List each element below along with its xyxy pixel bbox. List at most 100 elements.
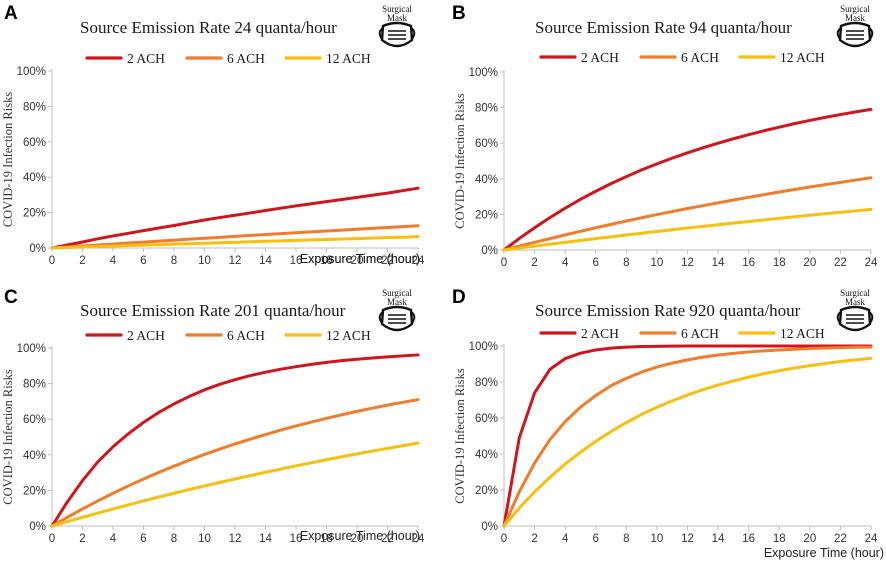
y-axis-label: COVID-19 Infection Risks <box>453 368 467 504</box>
mask-label-line1: Surgical <box>382 288 412 298</box>
series-line-6-ach <box>502 345 873 528</box>
y-tick-label: 80% <box>475 103 498 115</box>
legend-label: 12 ACH <box>326 51 371 66</box>
x-tick-label: 22 <box>834 257 847 269</box>
y-tick-label: 60% <box>475 138 498 150</box>
x-tick-label: 16 <box>742 533 755 545</box>
chart-title: Source Emission Rate 201 quanta/hour <box>80 301 346 320</box>
x-tick-label: 8 <box>171 255 177 267</box>
x-tick-label: 24 <box>865 533 878 545</box>
y-axis-label: COVID-19 Infection Risks <box>1 92 15 228</box>
x-tick-label: 10 <box>651 257 664 269</box>
x-tick-label: 18 <box>773 257 786 269</box>
series-line-6-ach <box>502 176 873 252</box>
mask-ear-loops <box>378 311 416 324</box>
x-axis-label: Exposure Time (hour) <box>300 252 420 266</box>
chart-title: Source Emission Rate 94 quanta/hour <box>535 18 792 37</box>
x-tick-label: 16 <box>742 257 755 269</box>
x-tick-label: 20 <box>351 533 364 545</box>
x-tick-label: 16 <box>290 533 303 545</box>
chart-panel-C: C Source Emission Rate 201 quanta/hour 2 A… <box>1 287 425 545</box>
x-tick-label: 2 <box>79 255 85 267</box>
y-axis-label: COVID-19 Infection Risks <box>453 93 467 229</box>
x-tick-label: 2 <box>531 257 537 269</box>
y-tick-label: 80% <box>23 101 46 113</box>
legend-label: 12 ACH <box>780 50 825 65</box>
y-tick-label: 60% <box>23 137 46 149</box>
series-line-2-ach <box>502 107 873 252</box>
x-tick-label: 10 <box>198 533 211 545</box>
y-tick-label: 40% <box>475 449 498 461</box>
y-tick-label: 40% <box>475 174 498 186</box>
x-axis-label: Exposure Time (hour) <box>300 252 420 266</box>
x-tick-label: 12 <box>681 533 694 545</box>
y-tick-label: 100% <box>469 341 498 353</box>
mask-ear-loops <box>836 27 874 40</box>
x-tick-label: 12 <box>229 533 242 545</box>
x-tick-label: 0 <box>49 533 55 545</box>
series-line-2-ach <box>50 353 420 528</box>
x-tick-label: 10 <box>198 255 211 267</box>
x-tick-label: 18 <box>320 255 333 267</box>
chart-panel-D: D Source Emission Rate 920 quanta/hour 2 A… <box>452 287 884 560</box>
x-tick-label: 14 <box>259 533 272 545</box>
x-tick-label: 14 <box>712 257 725 269</box>
y-tick-label: 0% <box>29 521 46 533</box>
y-tick-label: 60% <box>475 413 498 425</box>
x-tick-label: 20 <box>803 257 816 269</box>
series-line-12-ach <box>50 441 420 528</box>
panel-letter: C <box>4 287 18 308</box>
chart-title: Source Emission Rate 24 quanta/hour <box>80 18 337 37</box>
mask-label-line2: Mask <box>845 297 865 307</box>
legend-label: 2 ACH <box>127 51 165 66</box>
mask-ear-loops <box>836 311 874 324</box>
y-tick-label: 40% <box>23 450 46 462</box>
series-line-12-ach <box>50 235 420 250</box>
x-tick-label: 14 <box>712 533 725 545</box>
x-axis-label: Exposure Time (hour) <box>764 546 884 560</box>
x-tick-label: 24 <box>412 533 425 545</box>
legend-label: 6 ACH <box>227 328 265 343</box>
series-line-2-ach <box>50 186 420 250</box>
x-tick-label: 8 <box>171 533 177 545</box>
legend-label: 2 ACH <box>581 50 619 65</box>
x-tick-label: 6 <box>593 533 599 545</box>
panel-letter: A <box>4 3 18 24</box>
x-tick-label: 18 <box>773 533 786 545</box>
x-tick-label: 22 <box>834 533 847 545</box>
y-tick-label: 60% <box>23 414 46 426</box>
y-tick-label: 20% <box>475 485 498 497</box>
x-axis-label: Exposure Time (hour) <box>300 529 420 543</box>
legend-label: 12 ACH <box>326 328 371 343</box>
y-tick-label: 0% <box>481 521 498 533</box>
x-tick-label: 24 <box>412 255 425 267</box>
x-tick-label: 0 <box>49 255 55 267</box>
x-tick-label: 4 <box>562 257 569 269</box>
y-tick-label: 100% <box>469 67 498 79</box>
panel-letter: B <box>452 3 466 24</box>
legend-label: 6 ACH <box>227 51 265 66</box>
x-tick-label: 12 <box>229 255 242 267</box>
x-tick-label: 22 <box>381 255 394 267</box>
x-tick-label: 6 <box>593 257 599 269</box>
x-tick-label: 22 <box>381 533 394 545</box>
x-tick-label: 6 <box>140 255 146 267</box>
y-tick-label: 80% <box>475 377 498 389</box>
x-tick-label: 20 <box>803 533 816 545</box>
mask-label-line2: Mask <box>845 13 865 23</box>
y-tick-label: 80% <box>23 379 46 391</box>
legend-label: 2 ACH <box>127 328 165 343</box>
mask-ear-loops <box>378 27 416 40</box>
x-tick-label: 6 <box>140 533 146 545</box>
mask-label-line2: Mask <box>387 297 407 307</box>
x-tick-label: 4 <box>110 255 117 267</box>
x-tick-label: 0 <box>501 533 507 545</box>
legend-label: 12 ACH <box>780 326 825 341</box>
series-line-6-ach <box>50 398 420 528</box>
x-tick-label: 2 <box>531 533 537 545</box>
y-tick-label: 100% <box>17 343 46 355</box>
